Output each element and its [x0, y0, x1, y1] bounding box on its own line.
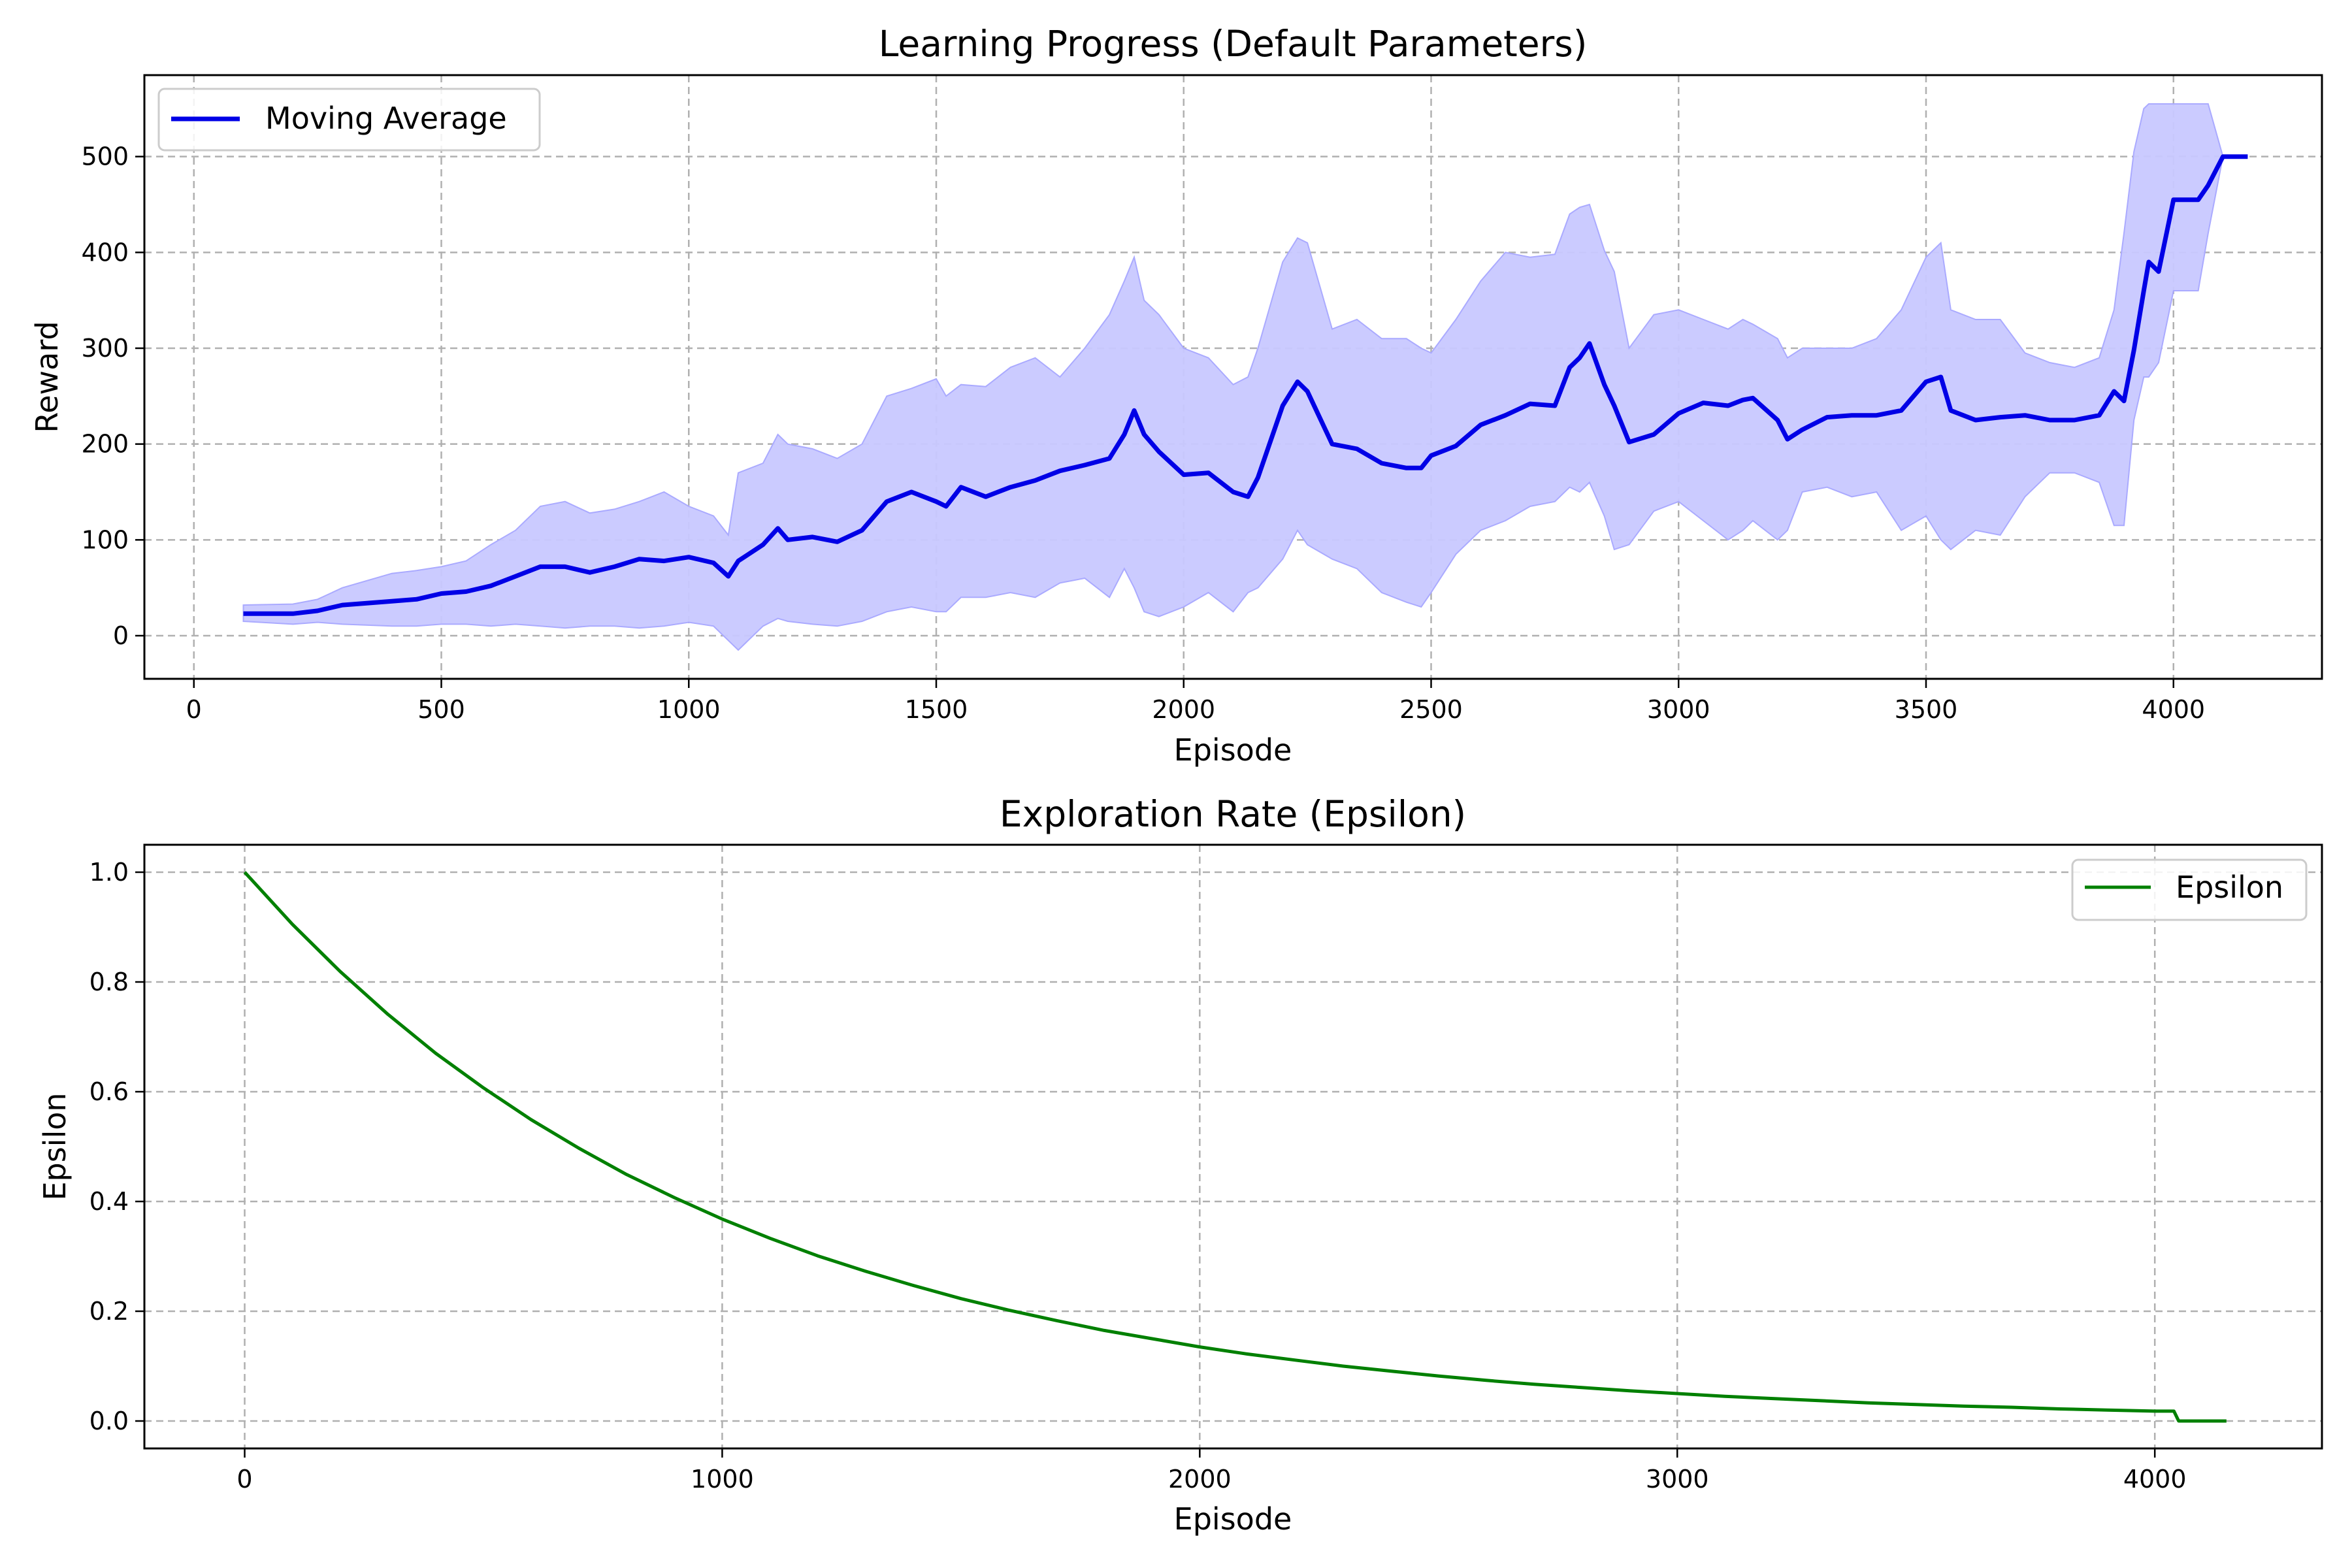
- epsilon-x-axis-label: Episode: [1174, 1501, 1292, 1537]
- epsilon-y-tick-label: 0.0: [90, 1407, 129, 1435]
- reward-x-tick-label: 0: [186, 695, 202, 724]
- epsilon-x-tick-label: 4000: [2123, 1465, 2187, 1494]
- reward-x-tick-label: 3000: [1647, 695, 1710, 724]
- reward-x-tick-label: 2500: [1399, 695, 1463, 724]
- reward-legend-box: [157, 88, 541, 152]
- reward-y-tick-label: 400: [81, 238, 129, 267]
- epsilon-y-tick-label: 0.8: [90, 968, 129, 996]
- reward-panel: Learning Progress (Default Parameters) 0…: [29, 23, 2323, 768]
- reward-legend: Moving Average: [157, 88, 541, 152]
- reward-x-tick-label: 3500: [1895, 695, 1958, 724]
- reward-y-axis-label: Reward: [29, 321, 65, 433]
- epsilon-y-tick-label: 1.0: [90, 858, 129, 887]
- reward-axes-frame: [143, 74, 2323, 680]
- epsilon-y-tick-label: 0.2: [90, 1297, 129, 1326]
- reward-plot-area: [242, 103, 2248, 651]
- reward-x-tick-label: 1500: [905, 695, 968, 724]
- epsilon-x-tick-label: 1000: [691, 1465, 754, 1494]
- epsilon-x-tick-label: 0: [237, 1465, 252, 1494]
- epsilon-y-tick-label: 0.4: [90, 1187, 129, 1216]
- epsilon-legend: Epsilon: [2071, 858, 2308, 921]
- epsilon-plot-area: [243, 871, 2227, 1423]
- reward-y-tick-label: 300: [81, 334, 129, 363]
- epsilon-axes-frame: [143, 843, 2323, 1450]
- epsilon-x-tick-label: 3000: [1646, 1465, 1709, 1494]
- reward-x-axis-label: Episode: [1174, 732, 1292, 768]
- epsilon-ticks: 0 1000 2000 3000 4000 0.0 0.2 0.4 0.6 0.8 1.0: [90, 858, 2187, 1494]
- epsilon-chart-title: Exploration Rate (Epsilon): [1000, 793, 1466, 835]
- moving-average-line: [243, 154, 2248, 616]
- epsilon-x-tick-label: 2000: [1168, 1465, 1232, 1494]
- epsilon-grid: [144, 845, 2322, 1448]
- reward-x-tick-label: 2000: [1152, 695, 1215, 724]
- reward-y-tick-label: 0: [113, 621, 129, 650]
- epsilon-panel: Exploration Rate (Epsilon) 0 1000 2000 3000…: [37, 793, 2323, 1537]
- reward-ticks: 0 500 1000 1500 2000 2500 3000 3500 4000 0 100 200 3…: [81, 142, 2205, 724]
- reward-x-tick-label: 1000: [657, 695, 721, 724]
- reward-x-tick-label: 4000: [2142, 695, 2205, 724]
- epsilon-legend-label: Epsilon: [2176, 870, 2283, 905]
- reward-x-tick-label: 500: [417, 695, 465, 724]
- reward-y-tick-label: 100: [81, 525, 129, 554]
- epsilon-legend-box: [2071, 858, 2308, 921]
- epsilon-line: [243, 871, 2227, 1423]
- reward-chart-title: Learning Progress (Default Parameters): [879, 23, 1588, 65]
- reward-y-tick-label: 200: [81, 430, 129, 459]
- reward-y-tick-label: 500: [81, 142, 129, 171]
- moving-average-legend-label: Moving Average: [265, 101, 507, 136]
- epsilon-y-axis-label: Epsilon: [37, 1092, 73, 1200]
- epsilon-y-tick-label: 0.6: [90, 1077, 129, 1106]
